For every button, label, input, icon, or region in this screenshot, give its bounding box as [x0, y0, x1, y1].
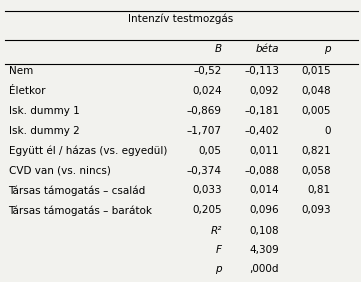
Text: Társas támogatás – család: Társas támogatás – család [9, 185, 146, 196]
Text: –0,402: –0,402 [244, 126, 279, 136]
Text: Együtt él / házas (vs. egyedül): Együtt él / házas (vs. egyedül) [9, 146, 167, 156]
Text: 0,821: 0,821 [301, 146, 331, 156]
Text: 0,014: 0,014 [249, 185, 279, 195]
Text: 0,033: 0,033 [192, 185, 222, 195]
Text: 0: 0 [325, 126, 331, 136]
Text: 0,048: 0,048 [301, 86, 331, 96]
Text: –0,113: –0,113 [244, 67, 279, 76]
Text: Társas támogatás – barátok: Társas támogatás – barátok [9, 205, 153, 216]
Text: Intenzív testmozgás: Intenzív testmozgás [128, 14, 233, 25]
Text: Nem: Nem [9, 67, 33, 76]
Text: CVD van (vs. nincs): CVD van (vs. nincs) [9, 166, 110, 176]
Text: R²: R² [210, 226, 222, 235]
Text: –0,181: –0,181 [244, 106, 279, 116]
Text: ,000d: ,000d [249, 264, 279, 274]
Text: 0,096: 0,096 [249, 205, 279, 215]
Text: F: F [216, 244, 222, 255]
Text: 0,015: 0,015 [301, 67, 331, 76]
Text: Isk. dummy 2: Isk. dummy 2 [9, 126, 79, 136]
Text: B: B [214, 44, 222, 54]
Text: –0,088: –0,088 [244, 166, 279, 176]
Text: 4,309: 4,309 [249, 244, 279, 255]
Text: Életkor: Életkor [9, 86, 45, 96]
Text: –0,52: –0,52 [193, 67, 222, 76]
Text: 0,024: 0,024 [192, 86, 222, 96]
Text: Isk. dummy 1: Isk. dummy 1 [9, 106, 79, 116]
Text: p: p [215, 264, 222, 274]
Text: 0,005: 0,005 [301, 106, 331, 116]
Text: –0,869: –0,869 [187, 106, 222, 116]
Text: 0,093: 0,093 [301, 205, 331, 215]
Text: 0,205: 0,205 [192, 205, 222, 215]
Text: béta: béta [256, 44, 279, 54]
Text: 0,81: 0,81 [308, 185, 331, 195]
Text: –1,707: –1,707 [187, 126, 222, 136]
Text: –0,374: –0,374 [187, 166, 222, 176]
Text: 0,05: 0,05 [199, 146, 222, 156]
Text: p: p [324, 44, 331, 54]
Text: 0,092: 0,092 [249, 86, 279, 96]
Text: 0,011: 0,011 [249, 146, 279, 156]
Text: 0,108: 0,108 [249, 226, 279, 235]
Text: 0,058: 0,058 [301, 166, 331, 176]
